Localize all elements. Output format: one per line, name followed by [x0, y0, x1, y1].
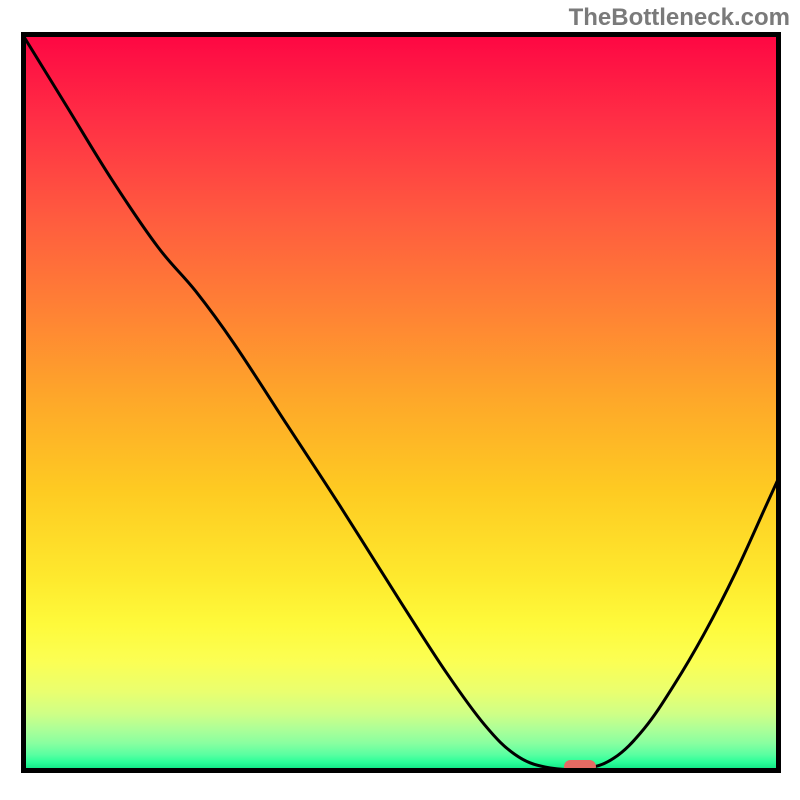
plot-area: [21, 32, 781, 773]
optimal-marker: [564, 760, 596, 773]
bottleneck-curve: [21, 32, 781, 773]
chart-container: { "watermark": { "text": "TheBottleneck.…: [0, 0, 800, 800]
watermark-text: TheBottleneck.com: [569, 4, 790, 32]
